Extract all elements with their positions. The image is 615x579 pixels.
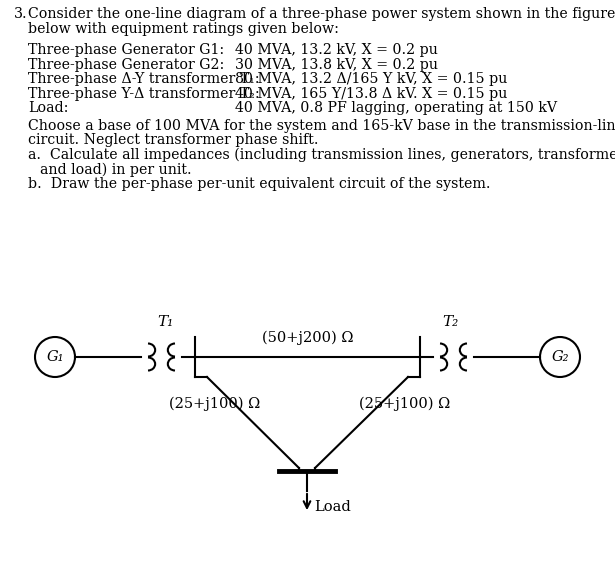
Text: T₁: T₁ — [157, 315, 173, 329]
Text: (25+j100) Ω: (25+j100) Ω — [169, 397, 261, 411]
Text: a.  Calculate all impedances (including transmission lines, generators, transfor: a. Calculate all impedances (including t… — [28, 148, 615, 162]
Text: 40 MVA, 165 Y/13.8 Δ kV. X = 0.15 pu: 40 MVA, 165 Y/13.8 Δ kV. X = 0.15 pu — [235, 87, 507, 101]
Text: 30 MVA, 13.8 kV, X = 0.2 pu: 30 MVA, 13.8 kV, X = 0.2 pu — [235, 58, 438, 72]
Text: G₁: G₁ — [46, 350, 64, 364]
Text: 3.: 3. — [14, 7, 28, 21]
Text: below with equipment ratings given below:: below with equipment ratings given below… — [28, 21, 339, 35]
Text: (25+j100) Ω: (25+j100) Ω — [359, 397, 451, 411]
Text: 40 MVA, 0.8 PF lagging, operating at 150 kV: 40 MVA, 0.8 PF lagging, operating at 150… — [235, 101, 557, 115]
Text: Load:: Load: — [28, 101, 68, 115]
Text: and load) in per unit.: and load) in per unit. — [40, 162, 192, 177]
Text: b.  Draw the per-phase per-unit equivalent circuit of the system.: b. Draw the per-phase per-unit equivalen… — [28, 177, 491, 190]
Text: Three-phase Δ-Y transformer T₁:: Three-phase Δ-Y transformer T₁: — [28, 72, 260, 86]
Text: circuit. Neglect transformer phase shift.: circuit. Neglect transformer phase shift… — [28, 133, 319, 147]
Text: 40 MVA, 13.2 kV, X = 0.2 pu: 40 MVA, 13.2 kV, X = 0.2 pu — [235, 43, 438, 57]
Text: Load: Load — [314, 500, 351, 514]
Text: Three-phase Y-Δ transformer T₂:: Three-phase Y-Δ transformer T₂: — [28, 87, 260, 101]
Text: (50+j200) Ω: (50+j200) Ω — [262, 331, 353, 345]
Text: Three-phase Generator G1:: Three-phase Generator G1: — [28, 43, 224, 57]
Text: 80 MVA, 13.2 Δ/165 Y kV, X = 0.15 pu: 80 MVA, 13.2 Δ/165 Y kV, X = 0.15 pu — [235, 72, 507, 86]
Text: Consider the one-line diagram of a three-phase power system shown in the figure: Consider the one-line diagram of a three… — [28, 7, 615, 21]
Text: G₂: G₂ — [551, 350, 569, 364]
Text: T₂: T₂ — [442, 315, 458, 329]
Text: Choose a base of 100 MVA for the system and 165-kV base in the transmission-line: Choose a base of 100 MVA for the system … — [28, 119, 615, 133]
Text: Three-phase Generator G2:: Three-phase Generator G2: — [28, 58, 224, 72]
